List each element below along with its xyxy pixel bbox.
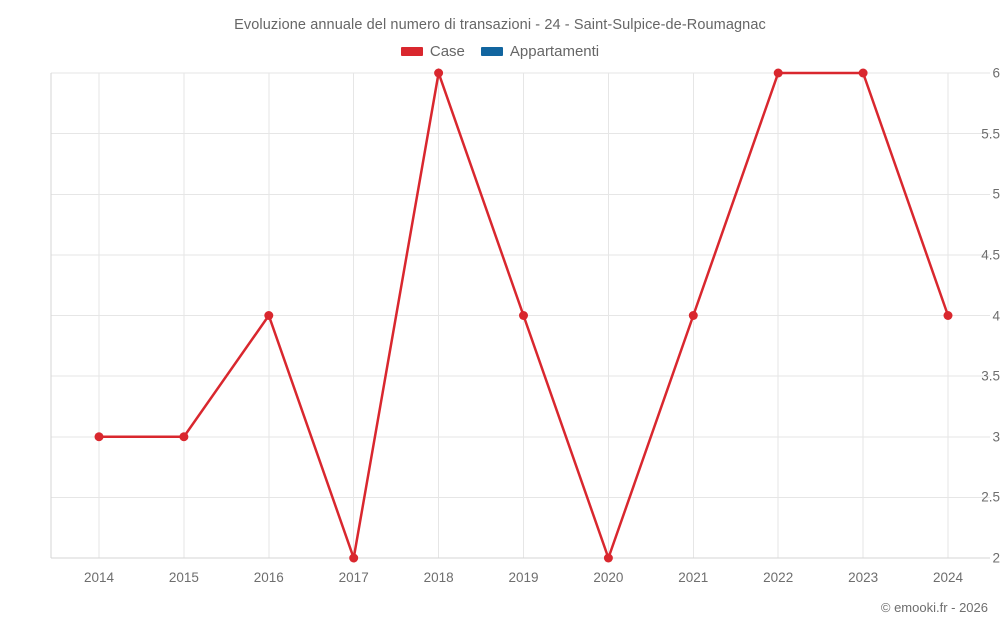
series-layer: [94, 68, 953, 563]
data-point-marker[interactable]: [349, 553, 359, 563]
data-point-marker[interactable]: [179, 432, 189, 442]
data-point-marker[interactable]: [858, 68, 868, 78]
chart-legend: Case Appartamenti: [0, 44, 1000, 59]
legend-item-label: Case: [429, 43, 465, 60]
data-point-marker[interactable]: [773, 68, 783, 78]
legend-item-appartamenti[interactable]: Appartamenti: [480, 43, 600, 60]
data-point-marker[interactable]: [434, 68, 444, 78]
legend-swatch-icon: [480, 47, 503, 56]
data-point-marker[interactable]: [603, 553, 613, 563]
data-point-marker[interactable]: [264, 311, 274, 320]
chart-credit: © emooki.fr - 2026: [880, 600, 988, 615]
data-point-marker[interactable]: [519, 311, 528, 320]
legend-item-label: Appartamenti: [509, 43, 600, 60]
data-point-marker[interactable]: [94, 432, 104, 442]
data-point-marker[interactable]: [688, 311, 698, 320]
legend-item-case[interactable]: Case: [400, 43, 465, 60]
data-point-marker[interactable]: [943, 311, 953, 320]
chart-title: Evoluzione annuale del numero di transaz…: [234, 17, 766, 33]
legend-swatch-icon: [400, 47, 423, 56]
